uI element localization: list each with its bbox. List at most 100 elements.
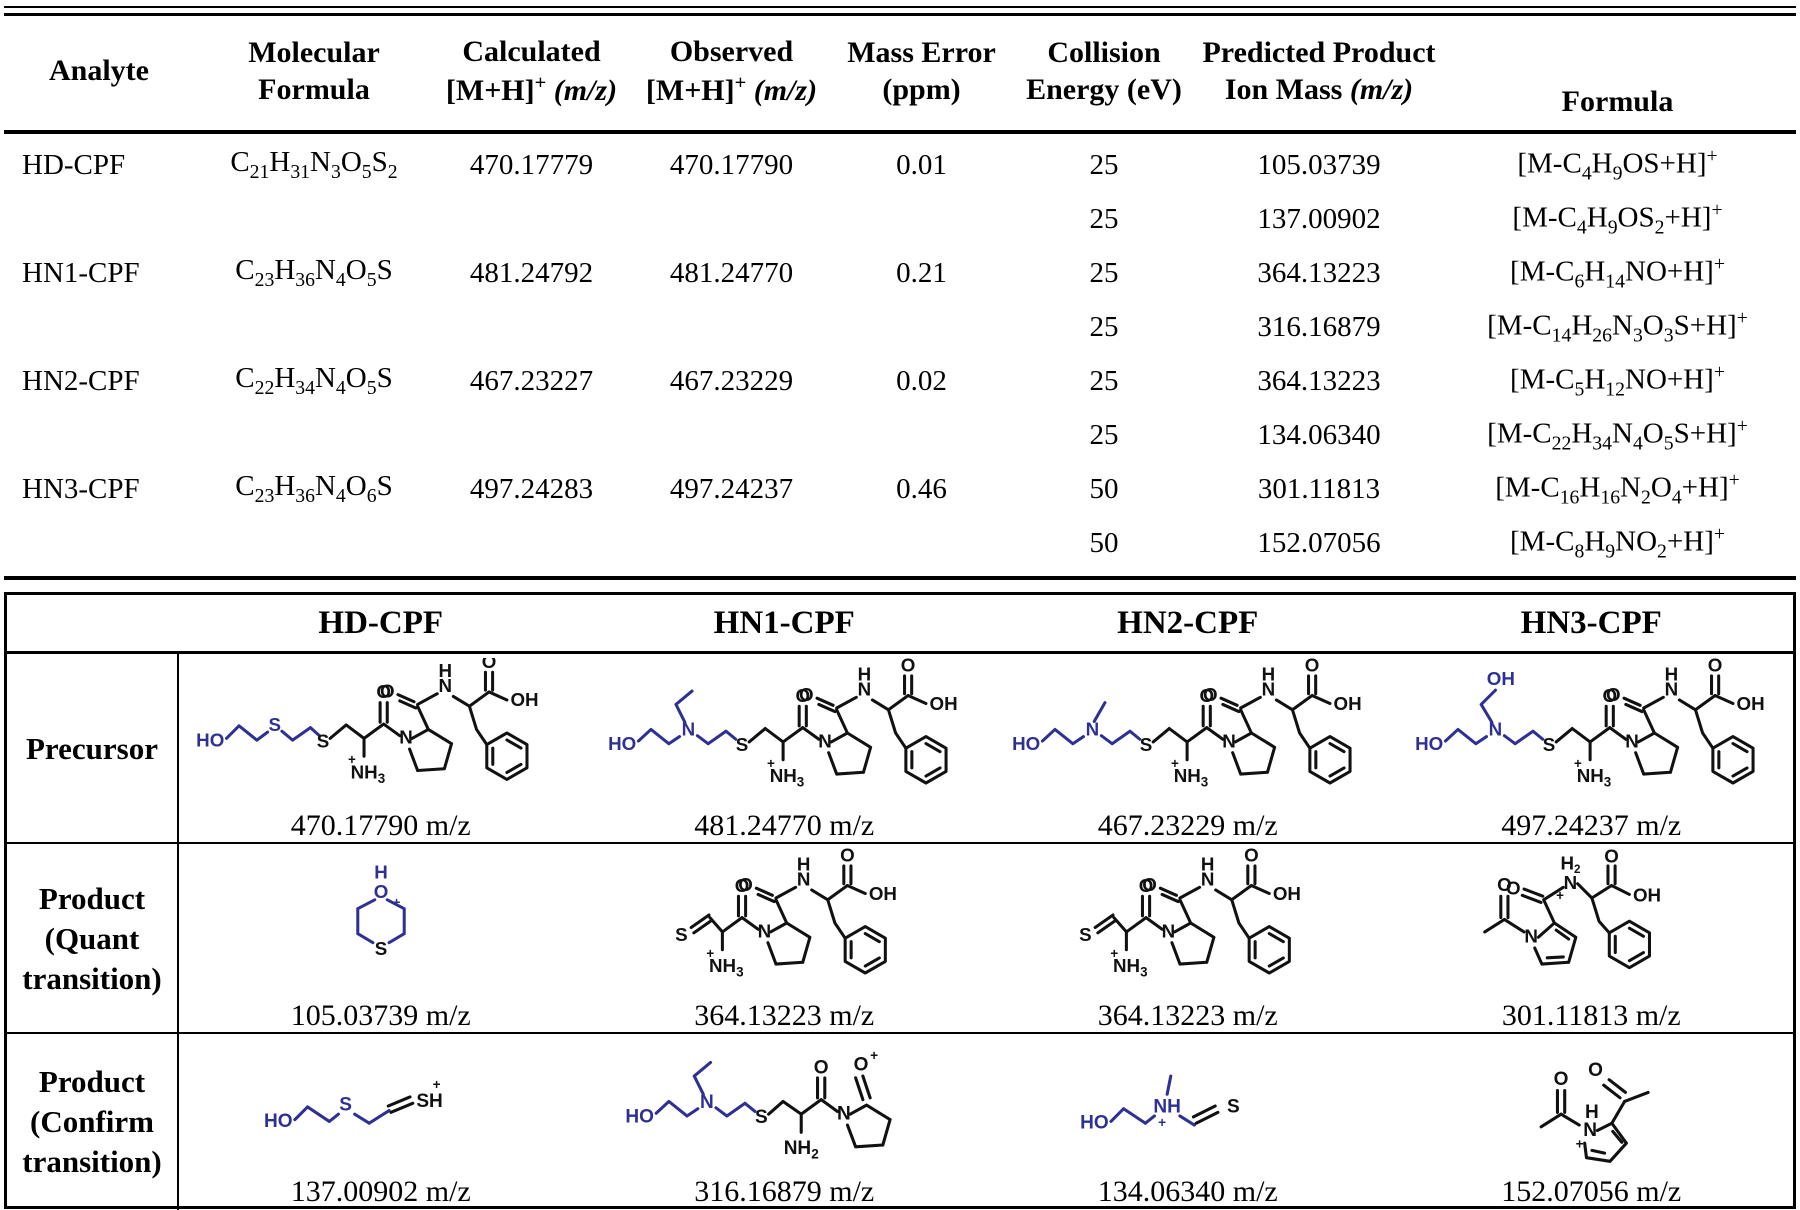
structure-hn2-confirm-drawing: HO NH + S [1080, 1074, 1239, 1134]
svg-text:O: O [814, 1057, 829, 1078]
col-header-analyte: Analyte [49, 54, 149, 88]
cell-collision_energy: 25 [1089, 418, 1119, 451]
cell-calculated: 497.24283 [469, 472, 594, 505]
mz-caption: 134.06340 m/z [1097, 1175, 1278, 1208]
table-row: HD-CPF C21H31N3O5S2 470.17779 470.17790 0.01… [4, 138, 1796, 192]
cell-quant-hn3: O N O N H2 + O OH [1390, 844, 1794, 1034]
structure-hn3-precursor-drawing: HO OH N [1415, 658, 1792, 808]
structure-hn1-quant-drawing [673, 848, 985, 998]
cell-collision_energy: 25 [1089, 148, 1119, 181]
svg-text:N: N [1085, 719, 1099, 740]
table-row: 25 137.00902 [M-C4H9OS2+H]+ [4, 192, 1796, 246]
cell-confirm-hn1: HO N S O N O + [583, 1034, 987, 1210]
table-header-row: Analyte Molecular Formula Calculated [M+H]+ … [4, 16, 1796, 134]
table-row: HN1-CPF C23H36N4O5S 481.24792 481.24770 0.21… [4, 246, 1796, 300]
row-label-precursor: Precursor [7, 654, 179, 844]
svg-text:HO: HO [264, 1111, 293, 1132]
cell-confirm-hn2: HO NH + S 134.06340 m/z [986, 1034, 1390, 1210]
svg-text:+: + [392, 895, 400, 910]
svg-text:N: N [1564, 872, 1578, 893]
cell-product_ion_mass: 105.03739 [1257, 148, 1381, 181]
cell-collision_energy: 25 [1089, 310, 1119, 343]
row-product-confirm: Product (Confirm transition) HO S SH + 1… [7, 1034, 1793, 1210]
cell-analyte: HD-CPF [22, 148, 126, 181]
cell-product_ion_mass: 364.13223 [1257, 364, 1381, 397]
svg-text:+: + [1158, 1115, 1166, 1130]
col-header-hd-cpf: HD-CPF [318, 604, 444, 641]
mz-caption: 137.00902 m/z [290, 1175, 471, 1208]
svg-text:HO: HO [1415, 733, 1443, 754]
mz-caption: 481.24770 m/z [694, 809, 875, 842]
mz-caption: 316.16879 m/z [694, 1175, 875, 1208]
svg-text:H: H [374, 861, 388, 882]
table-row: HN3-CPF C23H36N4O6S 497.24283 497.24237 0.46… [4, 462, 1796, 516]
row-label-product-quant: Product (Quant transition) [7, 844, 179, 1034]
svg-text:+: + [1576, 1137, 1584, 1152]
structure-hn2-quant-drawing [1077, 848, 1389, 998]
svg-text:H: H [1585, 1102, 1599, 1123]
structure-hn1-confirm-drawing: HO N S O N O + [626, 1048, 892, 1162]
svg-text:S: S [339, 1095, 352, 1116]
structure-hn2-precursor-drawing: HO N [1012, 658, 1389, 808]
svg-text:O: O [1554, 1069, 1569, 1090]
cell-collision_energy: 25 [1089, 202, 1119, 235]
col-header-calculated: Calculated [M+H]+ (m/z) [445, 35, 618, 107]
cell-molecular_formula: C21H31N3O5S2 [230, 146, 398, 183]
svg-text:O: O [854, 1055, 869, 1076]
svg-text:SH: SH [416, 1091, 442, 1112]
svg-text:S: S [268, 714, 281, 735]
svg-text:NH: NH [1153, 1096, 1181, 1117]
col-header-mass_error: Mass Error (ppm) [847, 35, 996, 107]
svg-text:N: N [837, 1104, 851, 1125]
svg-text:N: N [682, 719, 696, 740]
col-header-product_ion_mass: Predicted Product Ion Mass (m/z) [1202, 35, 1436, 107]
svg-text:HO: HO [196, 729, 224, 750]
svg-text:O: O [1604, 848, 1619, 866]
mz-caption: 301.11813 m/z [1501, 999, 1681, 1032]
cell-mass_error: 0.01 [896, 148, 947, 181]
col-header-observed: Observed [M+H]+ (m/z) [645, 35, 818, 107]
svg-text:HO: HO [1012, 733, 1040, 754]
svg-text:HO: HO [1080, 1113, 1109, 1134]
mz-caption: 152.07056 m/z [1501, 1175, 1682, 1208]
svg-text:+: + [870, 1048, 878, 1063]
svg-text:HO: HO [626, 1106, 655, 1127]
table-row: 25 316.16879 [M-C14H26N3O3S+H]+ [4, 300, 1796, 354]
cell-formula: [M-C5H12NO+H]+ [1510, 360, 1725, 401]
ms-parameters-table: Analyte Molecular Formula Calculated [M+H]+ … [4, 6, 1796, 580]
svg-text:+: + [432, 1077, 440, 1092]
cell-collision_energy: 50 [1089, 472, 1119, 505]
cell-observed: 470.17790 [669, 148, 794, 181]
cell-molecular_formula: C23H36N4O5S [235, 254, 393, 291]
svg-text:S: S [755, 1107, 768, 1128]
mz-caption: 105.03739 m/z [290, 999, 471, 1032]
row-product-quant: Product (Quant transition) H O + S 105.0… [7, 844, 1793, 1034]
cell-product_ion_mass: 301.11813 [1257, 472, 1381, 505]
structure-hn3-quant-drawing: O N O N H2 + O OH [1483, 848, 1661, 970]
cell-formula: [M-C4H9OS+H]+ [1517, 144, 1718, 185]
cell-product_ion_mass: 152.07056 [1257, 526, 1381, 559]
svg-text:N: N [1489, 719, 1503, 740]
mz-caption: 470.17790 m/z [290, 809, 471, 842]
cell-formula: [M-C16H16N2O4+H]+ [1495, 468, 1740, 509]
cell-product_ion_mass: 316.16879 [1257, 310, 1381, 343]
cell-analyte: HN3-CPF [22, 472, 140, 505]
mz-caption: 497.24237 m/z [1501, 809, 1682, 842]
structure-table-header: HD-CPF HN1-CPF HN2-CPF HN3-CPF [7, 595, 1793, 654]
cell-precursor-hn2: HO N 467.23229 m/z [986, 654, 1390, 844]
cell-product_ion_mass: 134.06340 [1257, 418, 1381, 451]
table-row: HN2-CPF C22H34N4O5S 467.23227 467.23229 0.02… [4, 354, 1796, 408]
svg-text:N: N [1525, 926, 1539, 947]
structure-hd-precursor-drawing: HO S [196, 658, 582, 808]
cell-product_ion_mass: 137.00902 [1257, 202, 1381, 235]
svg-text:HO: HO [608, 733, 636, 754]
svg-text:O: O [1497, 874, 1512, 895]
cell-confirm-hd: HO S SH + 137.00902 m/z [179, 1034, 583, 1210]
cell-formula: [M-C6H14NO+H]+ [1510, 252, 1725, 293]
svg-text:N: N [1583, 1120, 1597, 1141]
svg-text:H2: H2 [1561, 852, 1581, 876]
cell-observed: 467.23229 [669, 364, 794, 397]
cell-calculated: 481.24792 [469, 256, 594, 289]
col-header-hn1-cpf: HN1-CPF [713, 604, 855, 641]
